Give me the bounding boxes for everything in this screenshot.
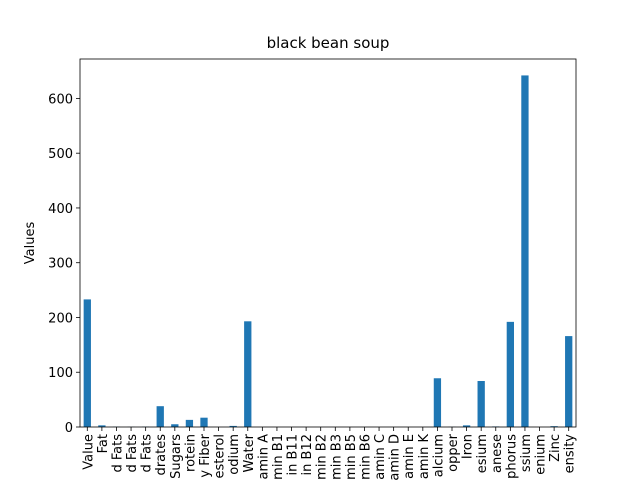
x-tick-label: esterol [213,434,228,479]
x-tick-label: Water [242,433,257,472]
x-tick-label: opper [446,433,461,471]
x-tick-label: amin C [373,434,388,480]
x-tick-label: Sugars [169,434,184,479]
x-tick-label: Fat [96,434,111,453]
x-tick-label: amin E [402,434,417,479]
x-tick-label: in B11 [286,434,301,475]
bar [98,425,106,427]
x-tick-label: ssium [519,434,534,472]
x-tick-label: rotein [183,434,198,472]
y-axis-label: Values [23,222,38,265]
bar [156,406,164,427]
y-tick-label: 600 [48,92,73,107]
bar [550,426,558,427]
y-tick-label: 0 [65,421,73,436]
bar [433,378,442,427]
bar [185,419,194,427]
x-tick-label: Value [81,434,96,470]
bar [462,425,471,427]
bar [200,417,208,427]
x-tick-label: amin D [388,434,403,480]
x-tick-label: min B2 [315,434,330,480]
bar [244,321,252,427]
y-tick-label: 300 [48,257,73,272]
y-tick-label: 100 [48,366,73,381]
x-tick-label: min B5 [344,434,359,480]
bar [506,321,514,427]
y-tick-label: 500 [48,147,73,162]
bar [565,336,573,427]
x-tick-label: anese [490,434,505,473]
x-tick-label: d Fats [125,434,140,473]
x-tick-label: odium [227,434,242,475]
x-tick-label: ensity [563,434,578,474]
x-tick-label: phorus [504,434,519,479]
bar [477,381,485,427]
x-tick-label: in B12 [300,434,315,475]
x-tick-label: min B1 [271,434,286,480]
bar [521,75,529,427]
x-tick-label: d Fats [110,434,125,473]
bar [171,424,179,427]
x-tick-label: esium [475,434,490,473]
x-tick-label: Zinc [548,434,563,462]
x-tick-label: alcium [431,434,446,477]
x-tick-label: drates [154,434,169,476]
x-tick-label: d Fats [140,434,155,473]
chart-title: black bean soup [267,34,390,52]
y-tick-label: 200 [48,311,73,326]
x-tick-label: min B6 [358,434,373,480]
x-tick-label: Iron [461,434,476,459]
x-tick-label: min B3 [329,434,344,480]
bar [83,299,91,427]
bar [229,425,237,427]
x-tick-label: amin K [417,434,432,480]
x-tick-label: y Fiber [198,433,213,477]
y-tick-label: 400 [48,202,73,217]
x-tick-label: enium [534,434,549,475]
x-tick-label: amin A [256,434,271,480]
plot-frame [79,58,577,428]
